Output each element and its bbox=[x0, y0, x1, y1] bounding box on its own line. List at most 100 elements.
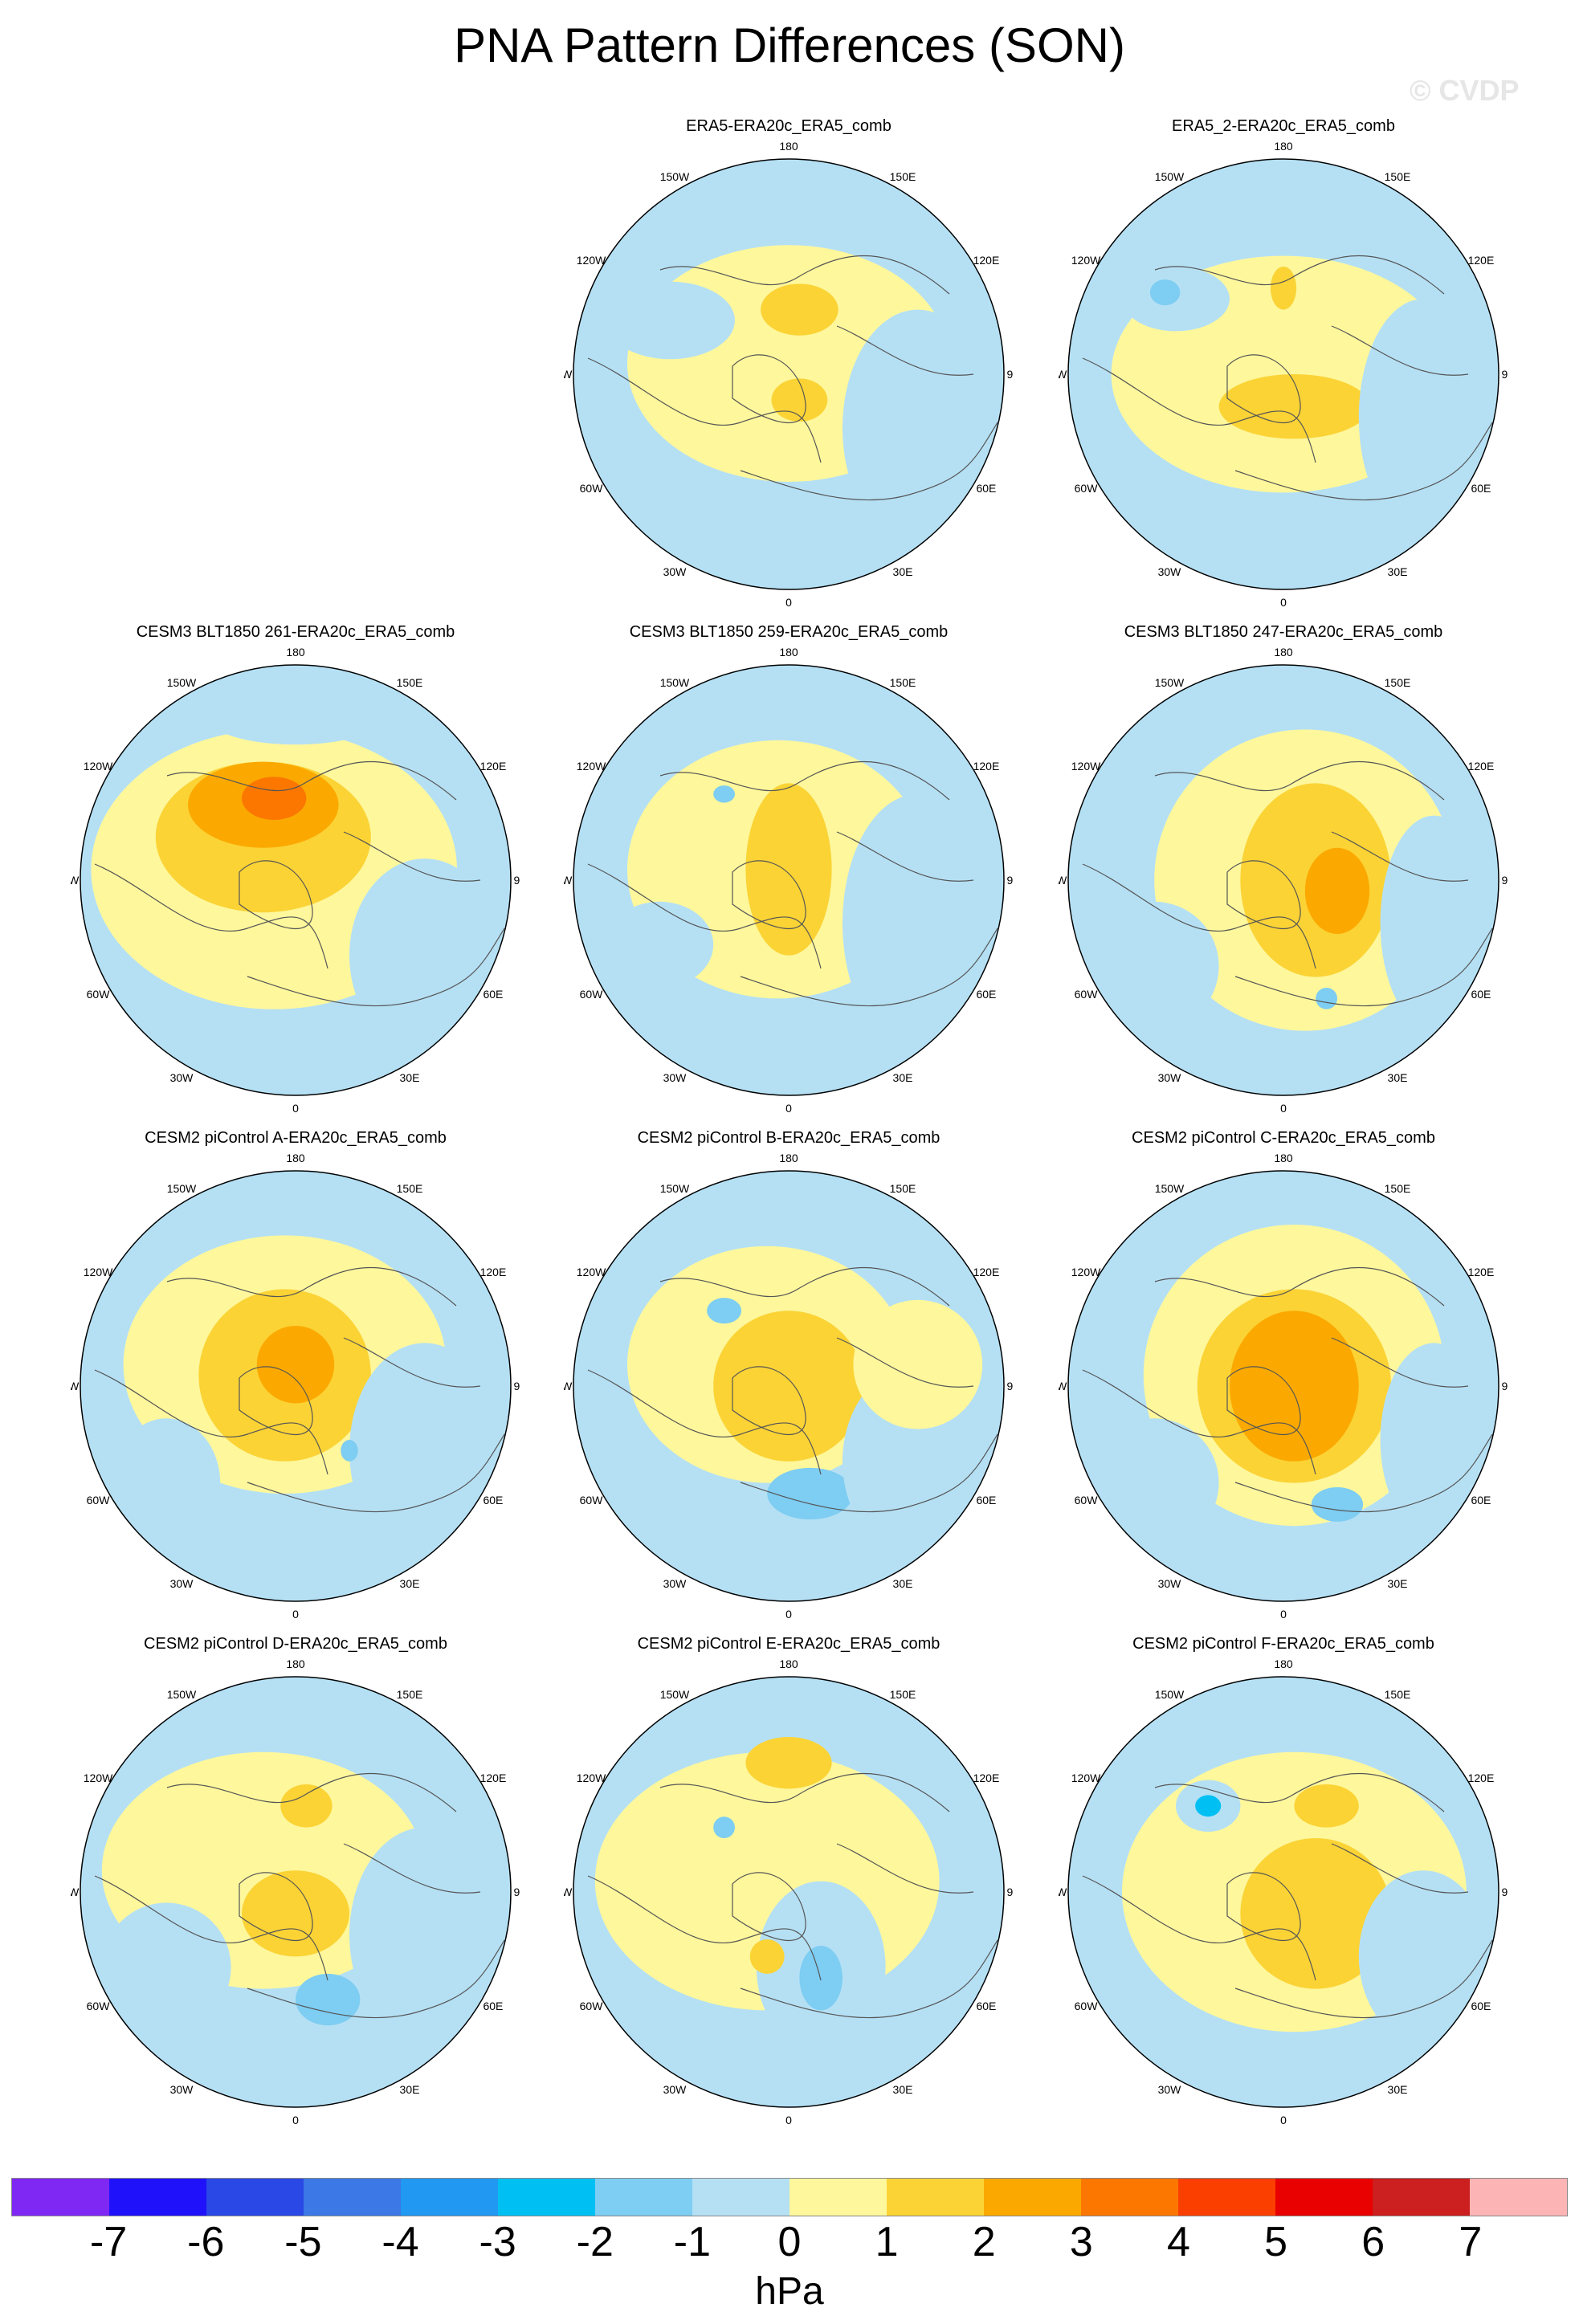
anomaly-contour bbox=[256, 1325, 335, 1404]
longitude-label: 150E bbox=[397, 676, 423, 689]
colorbar-swatch bbox=[109, 2179, 206, 2216]
coastline bbox=[343, 1843, 481, 1894]
longitude-label: 90W bbox=[1059, 874, 1067, 887]
longitude-label: 120W bbox=[577, 1266, 606, 1278]
longitude-label: 60W bbox=[87, 1494, 111, 1507]
coastline bbox=[247, 928, 505, 1007]
longitude-label: 180 bbox=[1274, 1153, 1293, 1164]
polar-map: 180 150E 120E 90E 60E 30E 0 30W 60W 90W 120W 150W bbox=[1059, 1153, 1508, 1621]
longitude-label: 30W bbox=[1158, 2083, 1182, 2096]
anomaly-contour bbox=[843, 309, 994, 547]
longitude-label: 180 bbox=[779, 1659, 798, 1670]
longitude-label: 180 bbox=[1274, 1659, 1293, 1670]
map-border bbox=[1067, 664, 1499, 1096]
colorbar-swatch bbox=[1373, 2179, 1470, 2216]
longitude-label: 30E bbox=[893, 1071, 913, 1084]
longitude-label: 90W bbox=[71, 1380, 80, 1392]
coastline bbox=[1082, 357, 1316, 463]
longitude-label: 120W bbox=[84, 760, 113, 773]
longitude-label: 60E bbox=[1471, 2000, 1491, 2012]
longitude-label: 0 bbox=[1280, 1608, 1287, 1621]
coastline bbox=[659, 1772, 950, 1812]
coastline-greenland bbox=[732, 860, 806, 929]
longitude-label: 150E bbox=[890, 1688, 916, 1701]
coastline bbox=[1154, 760, 1445, 801]
polar-map: 180 150E 120E 90E 60E 30E 0 30W 60W 90W 120W 150W bbox=[71, 647, 520, 1115]
longitude-label: 0 bbox=[1280, 2114, 1287, 2126]
anomaly-contour bbox=[749, 1939, 785, 1974]
longitude-label: 120E bbox=[973, 254, 1000, 267]
coastline-greenland bbox=[1226, 1366, 1301, 1435]
anomaly-contour bbox=[349, 1343, 500, 1559]
map-border bbox=[573, 158, 1005, 590]
map-border bbox=[80, 664, 512, 1096]
longitude-label: 60E bbox=[976, 482, 996, 495]
longitude-label: 90E bbox=[514, 1886, 520, 1898]
longitude-label: 150W bbox=[167, 1182, 197, 1195]
polar-map: 180 150E 120E 90E 60E 30E 0 30W 60W 90W 120W 150W bbox=[1059, 647, 1508, 1115]
anomaly-contour bbox=[745, 1737, 832, 1789]
coastline bbox=[659, 760, 950, 801]
longitude-label: 60W bbox=[1075, 988, 1099, 1001]
longitude-label: 90W bbox=[1059, 1380, 1067, 1392]
coastline bbox=[1154, 1266, 1445, 1307]
colorbar-tick-label: 0 bbox=[777, 2219, 802, 2265]
coastlines bbox=[94, 1266, 505, 1513]
coastline bbox=[1234, 422, 1493, 501]
field-layer bbox=[1068, 159, 1499, 589]
anomaly-contour bbox=[606, 281, 735, 360]
coastline-greenland bbox=[1226, 860, 1301, 929]
longitude-label: 180 bbox=[779, 1153, 798, 1164]
polar-map: 180 150E 120E 90E 60E 30E 0 30W 60W 90W 120W 150W bbox=[1059, 1659, 1508, 2126]
polar-map: 180 150E 120E 90E 60E 30E 0 30W 60W 90W 120W 150W bbox=[1059, 141, 1508, 609]
colorbar-swatch bbox=[304, 2179, 401, 2216]
coastline bbox=[740, 1433, 998, 1513]
coastline bbox=[836, 1843, 974, 1894]
longitude-label: 60E bbox=[1471, 988, 1491, 1001]
longitude-label: 90E bbox=[1007, 874, 1014, 887]
longitude-label: 0 bbox=[1280, 596, 1287, 609]
coastline-greenland bbox=[732, 1872, 806, 1941]
longitude-label: 150E bbox=[397, 1688, 423, 1701]
longitude-label: 0 bbox=[1280, 1102, 1287, 1115]
coastline-greenland bbox=[1226, 354, 1301, 423]
polar-map: 180 150E 120E 90E 60E 30E 0 30W 60W 90W 120W 150W bbox=[564, 647, 1014, 1115]
coastline bbox=[247, 1433, 505, 1513]
map-border bbox=[573, 1676, 1005, 2108]
longitude-label: 180 bbox=[1274, 647, 1293, 658]
coastline bbox=[836, 1337, 974, 1388]
coastline bbox=[1331, 1337, 1469, 1388]
anomaly-contour bbox=[1380, 815, 1488, 1031]
coastline bbox=[166, 760, 457, 801]
longitude-label: 90E bbox=[1502, 368, 1508, 381]
field-layer bbox=[80, 1171, 511, 1601]
colorbar-tick-label: -4 bbox=[381, 2219, 419, 2265]
polar-map: 180 150E 120E 90E 60E 30E 0 30W 60W 90W 120W 150W bbox=[564, 1153, 1014, 1621]
longitude-label: 30W bbox=[170, 1071, 194, 1084]
map-panel-cesm2-c: CESM2 piControl C-ERA20c_ERA5_comb 180 15… bbox=[1059, 1129, 1508, 1643]
anomaly-contour bbox=[1380, 1343, 1488, 1537]
longitude-label: 30E bbox=[1388, 1071, 1408, 1084]
longitude-label: 90E bbox=[1007, 1886, 1014, 1898]
longitude-label: 150E bbox=[1385, 1182, 1411, 1195]
longitude-label: 150W bbox=[1155, 170, 1185, 183]
colorbar-ticks: -7 -6 -5 -4 -3 -2 -1 0 1 2 3 4 5 6 7 bbox=[11, 2218, 1568, 2274]
field-layer bbox=[80, 1677, 511, 2107]
colorbar-swatch bbox=[12, 2179, 109, 2216]
anomaly-contour bbox=[101, 1902, 231, 2032]
map-border bbox=[1067, 158, 1499, 590]
colorbar-tick-label: 7 bbox=[1459, 2219, 1483, 2265]
longitude-label: 60W bbox=[1075, 1494, 1099, 1507]
coastline bbox=[1082, 863, 1316, 969]
longitude-label: 30W bbox=[1158, 1071, 1182, 1084]
map-border bbox=[1067, 1170, 1499, 1602]
longitude-label: 120E bbox=[973, 760, 1000, 773]
coastline-greenland bbox=[732, 354, 806, 423]
longitude-label: 30W bbox=[1158, 1577, 1182, 1590]
coastline bbox=[1234, 928, 1493, 1007]
longitude-label: 60W bbox=[580, 1494, 604, 1507]
cvdp-watermark: © CVDP bbox=[1410, 74, 1520, 107]
field-layer bbox=[1068, 665, 1499, 1095]
longitude-label: 90W bbox=[564, 1886, 573, 1898]
longitude-label: 0 bbox=[785, 2114, 792, 2126]
